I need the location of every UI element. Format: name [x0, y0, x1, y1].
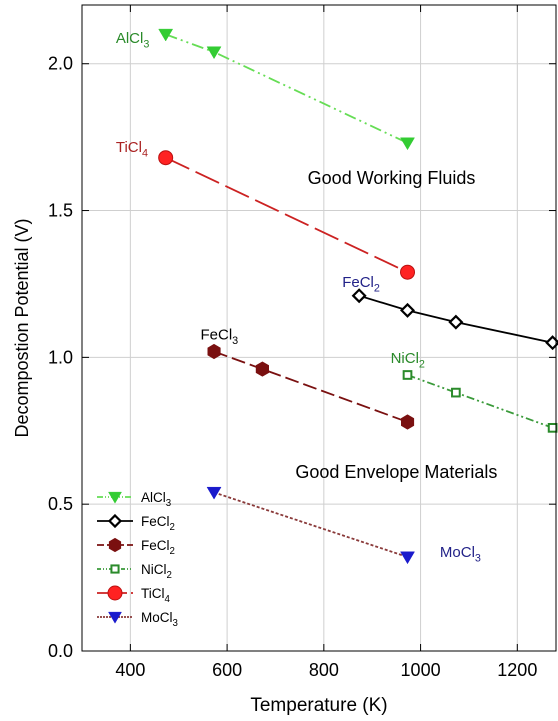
- legend-label: AlCl3: [141, 490, 171, 509]
- series-line: [165, 33, 408, 144]
- annotations: Good Working Fluids Good Envelope Materia…: [295, 168, 497, 482]
- marker-square: [547, 422, 558, 433]
- series-line: [213, 491, 408, 558]
- marker-triangle: [206, 46, 222, 60]
- y-tick-label: 1.5: [48, 201, 73, 221]
- marker-triangle: [206, 486, 222, 500]
- legend-label: MoCl3: [141, 610, 178, 629]
- marker-diamond: [351, 288, 367, 304]
- marker-triangle: [400, 137, 415, 151]
- marker-diamond: [400, 302, 416, 318]
- axis-ticks: 400 600 800 1000 1200 0.0 0.5 1.0 1.5 2.0: [48, 5, 556, 680]
- marker-triangle: [108, 491, 122, 504]
- marker-hexagon: [108, 537, 122, 553]
- series-label: FeCl2: [342, 274, 380, 295]
- series-label: TiCl4: [116, 139, 148, 160]
- x-axis-label: Temperature (K): [250, 695, 387, 716]
- series-label: NiCl2: [391, 350, 425, 371]
- series-line: [165, 156, 408, 274]
- marker-hexagon: [255, 361, 269, 377]
- marker-hexagon: [401, 414, 415, 430]
- series-label: MoCl3: [440, 544, 481, 565]
- x-tick-label: 1000: [401, 660, 441, 680]
- marker-triangle: [108, 611, 122, 624]
- marker-square: [402, 370, 413, 380]
- marker-square: [110, 564, 120, 574]
- marker-triangle: [158, 28, 174, 42]
- y-tick-label: 0.0: [48, 641, 73, 661]
- legend: AlCl3 FeCl2 FeCl2 NiCl2 TiCl4 MoCl3: [97, 490, 178, 629]
- y-tick-label: 1.0: [48, 347, 73, 367]
- y-tick-label: 2.0: [48, 54, 73, 74]
- series-labels: AlCl3 TiCl4 FeCl2 FeCl3 NiCl2 MoCl3: [116, 30, 481, 564]
- x-tick-label: 400: [115, 660, 145, 680]
- marker-diamond: [545, 335, 558, 351]
- marker-square: [451, 387, 461, 398]
- series-line: [213, 350, 408, 423]
- legend-label: NiCl2: [141, 562, 172, 581]
- marker-circle: [107, 585, 123, 601]
- marker-triangle: [400, 551, 415, 565]
- plot-frame: [81, 4, 557, 652]
- y-tick-label: 0.5: [48, 494, 73, 514]
- marker-diamond: [107, 513, 123, 529]
- x-tick-label: 800: [309, 660, 339, 680]
- x-tick-label: 600: [212, 660, 242, 680]
- series-label: FeCl3: [201, 327, 239, 348]
- marker-diamond: [448, 314, 464, 330]
- legend-label: FeCl2: [141, 514, 175, 533]
- series-label: AlCl3: [116, 30, 150, 51]
- series-line: [358, 294, 553, 344]
- marker-circle: [158, 150, 174, 166]
- annotation-text: Good Envelope Materials: [295, 462, 497, 482]
- marker-hexagon: [207, 343, 221, 360]
- legend-label: FeCl2: [141, 538, 175, 557]
- marker-circle: [400, 264, 416, 280]
- series-markers: [158, 28, 558, 565]
- x-tick-label: 1200: [497, 660, 537, 680]
- y-axis-label: Decompostion Potential (V): [12, 218, 32, 437]
- legend-label: TiCl4: [141, 586, 171, 605]
- annotation-text: Good Working Fluids: [308, 168, 476, 188]
- series-line: [407, 374, 553, 429]
